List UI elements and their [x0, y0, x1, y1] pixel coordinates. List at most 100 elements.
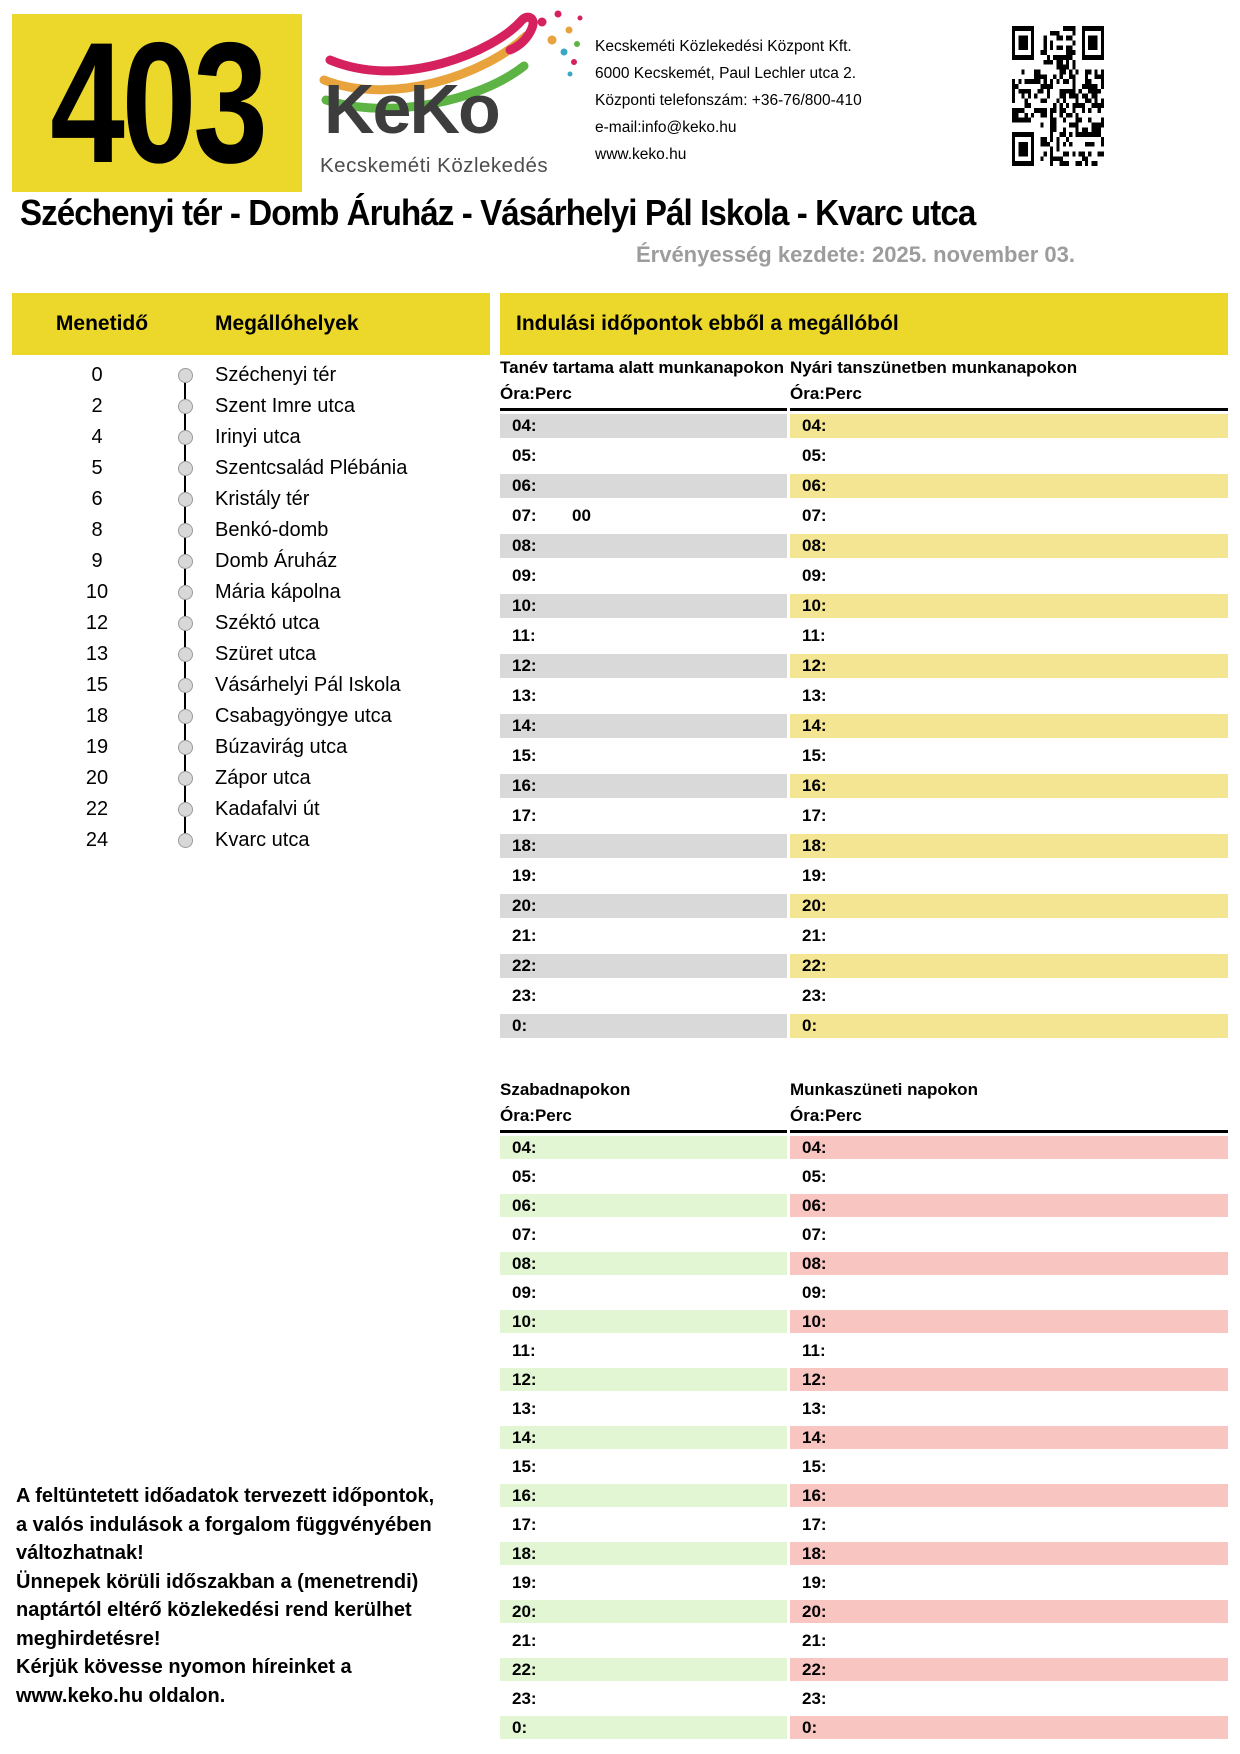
timetable-row: 23: — [500, 1687, 787, 1710]
route-line — [184, 375, 186, 840]
timetable-row: 16: — [500, 774, 787, 798]
timetable-rows: 04: 05: 06: 07: 08: 09: 10: 11: 12: 13: 14: 15: 16: 1… — [790, 408, 1228, 1038]
company-info-line: e-mail:info@keko.hu — [595, 119, 737, 136]
time-format-label: Óra:Perc — [790, 384, 862, 403]
hour-label: 15: — [512, 746, 537, 765]
timetable-row: 07: — [790, 1223, 1228, 1246]
timetable-row: 0: — [790, 1014, 1228, 1038]
hour-label: 06: — [512, 1195, 537, 1215]
travel-time-column-header: Menetidő — [55, 312, 149, 335]
keko-logo: KeKo Kecskeméti Közlekedés — [318, 8, 590, 194]
timetable-rows: 04: 05: 06: 07: 00 08: 09: 10: 11: 12: 13: 14: 15: 16… — [500, 408, 787, 1038]
hour-label: 0: — [802, 1016, 818, 1035]
route-number: 403 — [49, 7, 268, 199]
travel-time: 10 — [85, 581, 109, 603]
hour-label: 11: — [802, 626, 826, 645]
timetable-row: 10: — [500, 594, 787, 618]
stop-name: Csabagyöngye utca — [215, 705, 392, 727]
hour-label: 08: — [512, 1253, 537, 1273]
stop-row: 13 Szüret utca — [12, 639, 490, 670]
hour-label: 22: — [802, 956, 827, 975]
stop-marker-icon — [178, 430, 193, 445]
validity-date: Érvényesség kezdete: 2025. november 03. — [635, 242, 1075, 267]
timetable-row: 10: — [790, 1310, 1228, 1333]
hour-label: 23: — [512, 1688, 537, 1708]
hour-label: 18: — [802, 836, 827, 855]
hour-label: 23: — [512, 986, 537, 1005]
timetable-row: 17: — [500, 1513, 787, 1536]
hour-label: 19: — [512, 866, 537, 885]
timetable-row: 15: — [790, 1455, 1228, 1478]
stop-row: 12 Széktó utca — [12, 608, 490, 639]
hour-label: 07: — [802, 1224, 827, 1244]
timetable-row: 15: — [500, 1455, 787, 1478]
footer-note-line: meghirdetésre! — [16, 1627, 161, 1650]
stop-marker-icon — [178, 368, 193, 383]
hour-label: 13: — [512, 1398, 537, 1418]
hour-label: 12: — [802, 1369, 827, 1389]
route-number-badge: 403 — [12, 14, 302, 192]
hour-label: 13: — [802, 686, 827, 705]
timetable-row: 22: — [790, 1658, 1228, 1681]
hour-label: 10: — [802, 1311, 827, 1331]
timetable-row: 05: — [790, 444, 1228, 468]
timetable-row: 11: — [500, 624, 787, 648]
hour-label: 18: — [802, 1543, 827, 1563]
timetable-row: 08: — [500, 1252, 787, 1275]
timetable-row: 08: — [500, 534, 787, 558]
stop-marker-icon — [178, 399, 193, 414]
hour-label: 16: — [802, 776, 827, 795]
timetable-row: 14: — [790, 714, 1228, 738]
travel-time: 6 — [91, 488, 103, 510]
timetable-row: 17: — [500, 804, 787, 828]
timetable-row: 19: — [790, 864, 1228, 888]
hour-label: 17: — [802, 806, 827, 825]
timetable-rows: 04: 05: 06: 07: 08: 09: 10: 11: 12: 13: 14: 15: 16: 1… — [790, 1130, 1228, 1739]
stop-marker-icon — [178, 554, 193, 569]
minutes-value: 00 — [572, 506, 591, 525]
timetable-row: 18: — [790, 1542, 1228, 1565]
timetable-holidays: Munkaszüneti napokon Óra:Perc 04: 05: 06: 07:… — [790, 1080, 1228, 1745]
travel-time: 15 — [85, 674, 109, 696]
timetable-row: 20: — [500, 1600, 787, 1623]
stop-row: 2 Szent Imre utca — [12, 391, 490, 422]
timetable-row: 16: — [790, 1484, 1228, 1507]
hour-label: 21: — [802, 1630, 827, 1650]
hour-label: 20: — [802, 896, 827, 915]
stops-header: Menetidő Megállóhelyek — [12, 293, 490, 355]
time-format-label: Óra:Perc — [500, 1106, 572, 1125]
hour-label: 08: — [512, 536, 537, 555]
hour-label: 04: — [512, 416, 537, 435]
stop-name: Széktó utca — [215, 612, 320, 634]
stop-name: Irinyi utca — [215, 426, 301, 448]
hour-label: 14: — [802, 1427, 827, 1447]
timetable-row: 17: — [790, 1513, 1228, 1536]
company-info-line: www.keko.hu — [595, 146, 687, 163]
company-info-line: Kecskeméti Közlekedési Központ Kft. — [595, 38, 852, 55]
stop-name: Szüret utca — [215, 643, 317, 665]
hour-label: 12: — [802, 656, 827, 675]
travel-time: 9 — [91, 550, 103, 572]
stop-marker-icon — [178, 833, 193, 848]
hour-label: 14: — [512, 716, 537, 735]
footer-note-line: A feltüntetett időadatok tervezett időpo… — [16, 1485, 435, 1507]
hour-label: 09: — [512, 566, 537, 585]
timetable-row: 04: — [790, 414, 1228, 438]
stop-row: 4 Irinyi utca — [12, 422, 490, 453]
hour-label: 11: — [802, 1340, 826, 1360]
travel-time: 13 — [85, 643, 109, 665]
timetable-row: 04: — [500, 414, 787, 438]
hour-label: 11: — [512, 626, 536, 645]
stop-row: 9 Domb Áruház — [12, 546, 490, 577]
timetable-row: 18: — [500, 834, 787, 858]
timetable-row: 20: — [790, 1600, 1228, 1623]
travel-time: 19 — [85, 736, 109, 758]
hour-label: 04: — [802, 416, 827, 435]
timetable-row: 13: — [790, 684, 1228, 708]
hour-label: 07: — [512, 506, 537, 525]
timetable-row: 12: — [500, 654, 787, 678]
company-info-line: Központi telefonszám: +36-76/800-410 — [595, 92, 862, 109]
stop-name: Búzavirág utca — [215, 736, 348, 758]
stop-marker-icon — [178, 616, 193, 631]
hour-label: 22: — [802, 1659, 827, 1679]
